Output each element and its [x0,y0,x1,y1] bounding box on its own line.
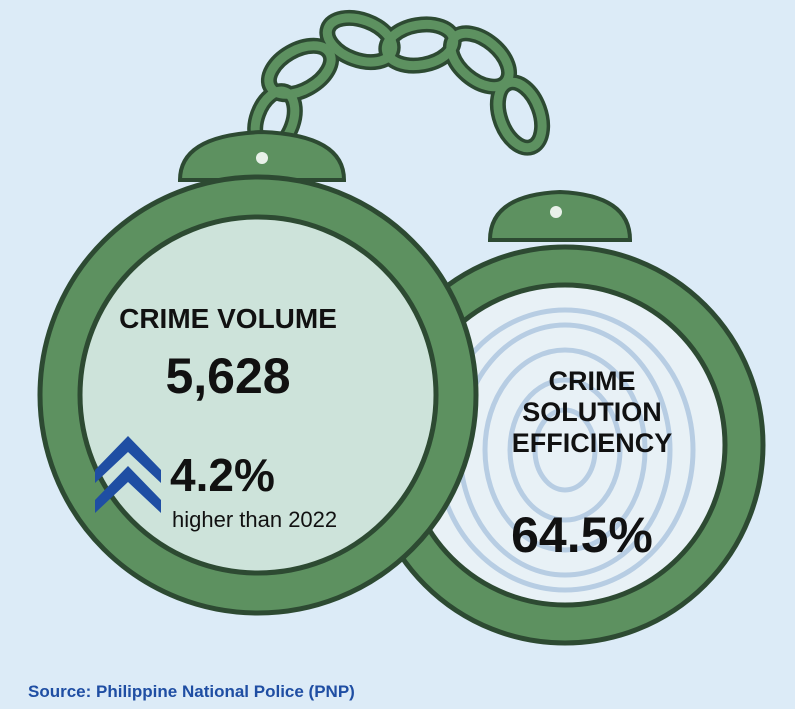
change-note: higher than 2022 [172,507,337,532]
efficiency-value: 64.5% [511,507,653,563]
rivet [256,152,268,164]
efficiency-label: CRIME [549,366,636,396]
efficiency-label: EFFICIENCY [512,428,673,458]
rivet [550,206,562,218]
infographic: CRIME VOLUME 5,628 4.2% higher than 2022… [0,0,795,709]
efficiency-label: SOLUTION [522,397,662,427]
crime-volume-value: 5,628 [165,348,290,404]
crime-volume-label: CRIME VOLUME [119,303,337,334]
change-value: 4.2% [170,449,275,501]
source: Source: Philippine National Police (PNP) [28,682,355,701]
